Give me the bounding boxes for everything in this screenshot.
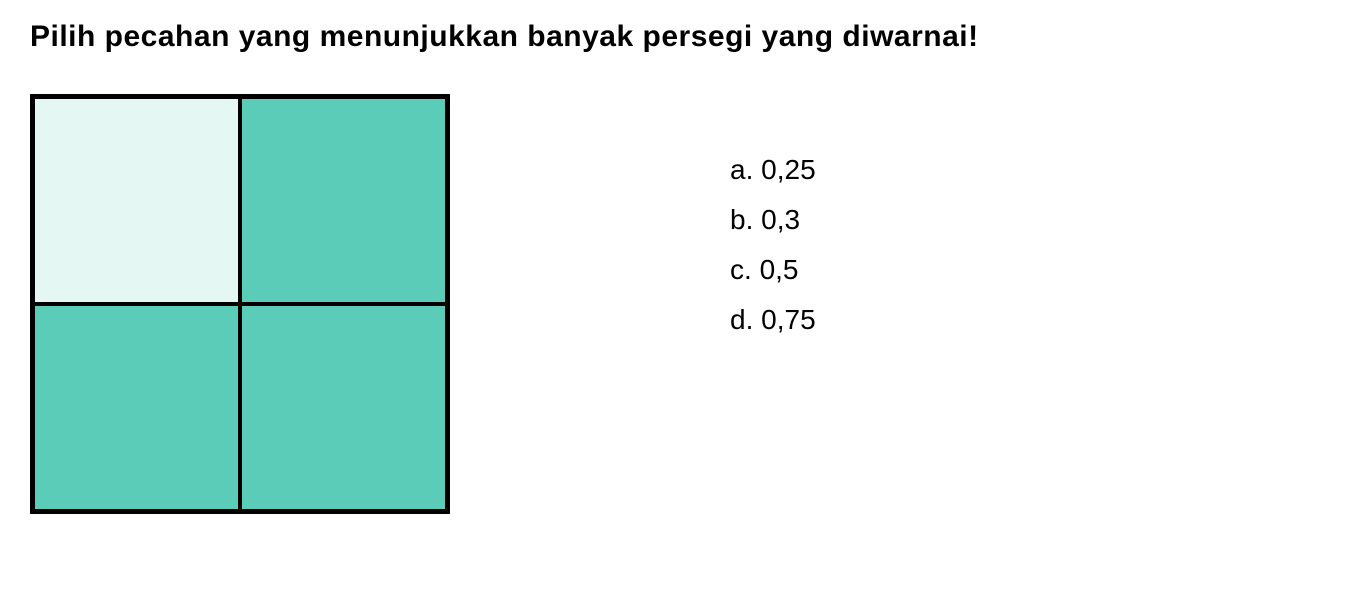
option-a-label: a. <box>730 154 753 185</box>
option-c[interactable]: c. 0,5 <box>730 254 816 286</box>
answer-options: a. 0,25 b. 0,3 c. 0,5 d. 0,75 <box>730 154 816 336</box>
option-b-label: b. <box>730 204 753 235</box>
option-a[interactable]: a. 0,25 <box>730 154 816 186</box>
grid-cell-1 <box>240 97 447 304</box>
option-b[interactable]: b. 0,3 <box>730 204 816 236</box>
question-title: Pilih pecahan yang menunjukkan banyak pe… <box>30 20 1334 54</box>
grid-cell-3 <box>240 304 447 511</box>
option-c-value: 0,5 <box>760 254 799 285</box>
grid-cell-0 <box>33 97 240 304</box>
option-d[interactable]: d. 0,75 <box>730 304 816 336</box>
option-d-label: d. <box>730 304 753 335</box>
option-d-value: 0,75 <box>761 304 816 335</box>
option-b-value: 0,3 <box>761 204 800 235</box>
content-row: a. 0,25 b. 0,3 c. 0,5 d. 0,75 <box>30 94 1334 514</box>
option-c-label: c. <box>730 254 752 285</box>
fraction-grid <box>30 94 450 514</box>
grid-cell-2 <box>33 304 240 511</box>
option-a-value: 0,25 <box>761 154 816 185</box>
